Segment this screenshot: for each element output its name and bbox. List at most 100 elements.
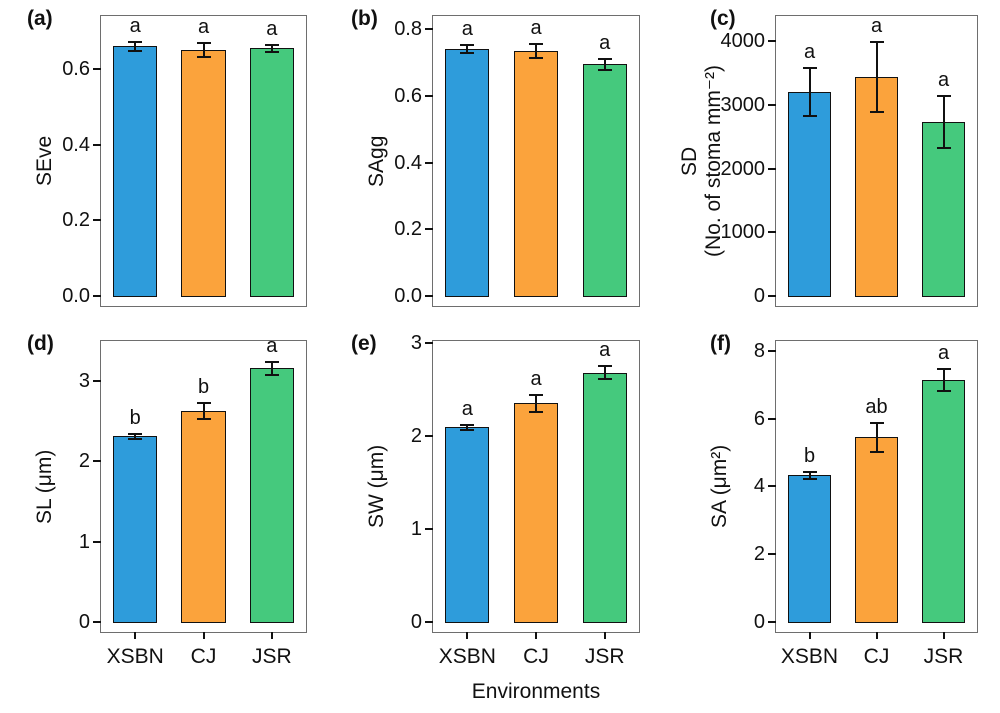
significance-letter: a (530, 367, 542, 390)
x-tick (466, 632, 469, 639)
error-bar-cap-bottom (869, 111, 884, 114)
x-tick (535, 632, 537, 639)
x-tick-label: XSBN (780, 645, 839, 668)
panel-a: (a) SEve 0.0 0.2 0.4 0.6 a a a (27, 7, 307, 307)
error-bar-line (466, 45, 469, 54)
plot-area-f: 0 2 4 6 8 b XSBN ab CJ a JSR (754, 340, 977, 668)
error-bar-line (535, 44, 537, 58)
error-bar-cap-top (936, 95, 951, 98)
bar-jsr (921, 379, 966, 623)
error-bar-cap-bottom (936, 147, 951, 150)
error-bar-line (270, 361, 273, 375)
error-bar-cap-bottom (264, 50, 279, 53)
x-tick (270, 632, 273, 639)
x-tick-label: CJ (863, 645, 890, 668)
error-bar-cap-bottom (802, 477, 817, 480)
y-tick (425, 294, 433, 297)
y-tick-label: 2 (78, 450, 90, 473)
panel-e: (e) SW (μm) 0 1 2 3 a XSBN a CJ a JSR (351, 332, 640, 668)
error-bar-cap-bottom (196, 55, 211, 58)
significance-letter: a (599, 339, 611, 362)
x-tick-label: CJ (523, 645, 549, 668)
x-tick (134, 632, 137, 639)
significance-letter: a (129, 14, 141, 37)
bar-jsr (582, 64, 627, 297)
y-tick-label: 0.8 (394, 18, 422, 41)
y-tick (93, 67, 101, 70)
y-tick-label: 2000 (720, 157, 766, 180)
x-tick (942, 632, 945, 639)
y-tick (768, 350, 776, 353)
y-tick-label: 0 (410, 610, 422, 633)
x-tick (202, 632, 205, 639)
plot-area-d: 0 1 2 3 b XSBN b CJ a JSR (79, 335, 306, 668)
error-bar-line (535, 394, 537, 412)
error-bar-cap-top (128, 432, 143, 435)
error-bar-cap-top (802, 67, 817, 70)
panel-b: (b) SAgg 0.0 0.2 0.4 0.6 0.8 a a a (351, 7, 640, 307)
error-bar-cap-top (128, 40, 143, 43)
panel-letter-b: (b) (351, 7, 378, 30)
y-tick (425, 28, 433, 31)
significance-letter: a (937, 341, 950, 364)
y-tick-label: 1000 (720, 221, 766, 244)
y-tick-label: 0.2 (394, 218, 422, 241)
error-bar-line (603, 366, 606, 380)
y-tick (93, 540, 101, 543)
error-bar-cap-top (460, 44, 475, 47)
y-tick (93, 143, 101, 146)
error-bar-cap-top (597, 57, 612, 60)
significance-letter: b (803, 444, 816, 467)
x-tick-label: JSR (923, 645, 964, 668)
bar-jsr (249, 48, 294, 297)
error-bar-line (942, 96, 945, 149)
error-bar-cap-bottom (597, 68, 612, 71)
bar-cj (181, 410, 226, 623)
significance-letter: a (461, 18, 473, 41)
y-tick (768, 417, 776, 420)
y-tick (768, 553, 776, 556)
y-tick-label: 0 (753, 610, 765, 633)
y-tick-label: 0.4 (62, 133, 90, 156)
bar-cj (513, 50, 559, 297)
significance-letter: b (197, 375, 210, 398)
x-tick-label: JSR (584, 645, 625, 668)
error-bar-cap-bottom (529, 56, 543, 59)
y-tick (768, 104, 776, 107)
y-tick (93, 219, 101, 222)
y-tick (425, 228, 433, 231)
error-bar-line (466, 425, 469, 430)
y-tick-label: 1 (410, 517, 422, 540)
error-bar-cap-top (802, 470, 817, 473)
error-bar-cap-bottom (128, 438, 143, 441)
y-tick (425, 94, 433, 97)
y-tick-label: 0.6 (394, 84, 422, 107)
error-bar-cap-top (869, 422, 884, 425)
plot-area-c: 0 1000 2000 3000 4000 a a a (721, 15, 977, 307)
error-bar-cap-top (264, 360, 279, 363)
y-tick-label: 2 (410, 424, 422, 447)
error-bar-line (875, 42, 878, 113)
error-bar-cap-bottom (869, 450, 884, 453)
panel-letter-a: (a) (27, 7, 53, 30)
y-tick (425, 434, 433, 437)
error-bar-line (808, 471, 811, 479)
significance-letter: a (461, 398, 473, 421)
y-axis-label-sagg: SAgg (365, 135, 388, 187)
bar-xsbn (445, 49, 490, 297)
significance-letter: a (266, 17, 278, 40)
y-tick (768, 485, 776, 488)
error-bar-cap-top (196, 401, 211, 404)
significance-letter: a (937, 69, 950, 92)
bar-cj (181, 50, 226, 297)
x-tick-label: JSR (251, 645, 292, 668)
panel-letter-d: (d) (27, 332, 54, 355)
error-bar-cap-top (460, 424, 475, 427)
error-bar-line (134, 433, 137, 440)
y-tick (768, 167, 776, 170)
y-tick (768, 231, 776, 234)
error-bar-line (875, 423, 878, 452)
error-bar-cap-bottom (597, 378, 612, 381)
error-bar-cap-top (936, 367, 951, 370)
